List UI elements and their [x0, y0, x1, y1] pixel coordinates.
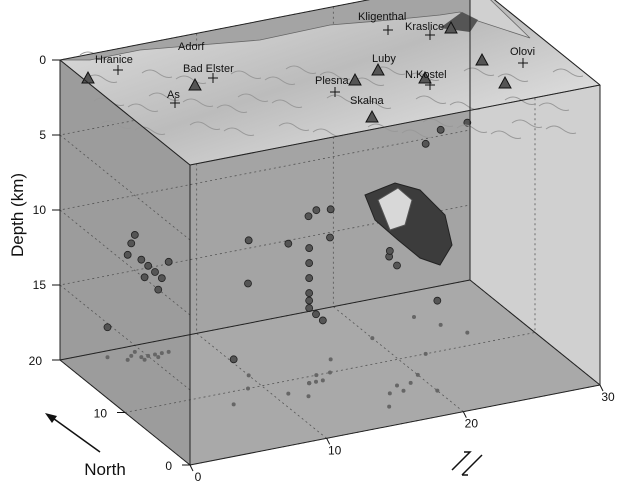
- floor-projection: [435, 389, 439, 393]
- floor-projection: [232, 402, 236, 406]
- place-name: Skalna: [350, 95, 385, 107]
- floor-projection: [370, 336, 374, 340]
- hypocenter: [394, 262, 401, 269]
- y-tick-label: 20: [29, 354, 43, 368]
- place-name: Kraslice: [405, 21, 444, 33]
- floor-projection: [387, 405, 391, 409]
- floor-projection: [424, 352, 428, 356]
- x-tick-label: 20: [465, 417, 479, 431]
- hypocenter: [319, 317, 326, 324]
- hypocenter: [434, 297, 441, 304]
- hypocenter: [131, 231, 138, 238]
- place-name: Adorf: [178, 41, 205, 53]
- floor-projection: [329, 357, 333, 361]
- y-tick-label: 0: [165, 459, 172, 473]
- z-axis-label: Depth (km): [8, 173, 27, 257]
- place-name: N.Kostel: [405, 69, 447, 81]
- floor-projection: [286, 392, 290, 396]
- floor-projection: [307, 394, 311, 398]
- place-name: Olovi: [510, 46, 535, 58]
- z-tick-label: 5: [39, 128, 46, 142]
- floor-projection: [416, 373, 420, 377]
- hypocenter: [152, 269, 159, 276]
- floor-projection: [388, 391, 392, 395]
- hypocenter: [386, 247, 393, 254]
- hypocenter: [245, 237, 252, 244]
- hypocenter: [165, 258, 172, 265]
- place-name: Hranice: [95, 54, 133, 66]
- floor-projection: [246, 387, 250, 391]
- x-tick-label: 10: [328, 443, 342, 457]
- place-name: Plesna: [315, 75, 350, 87]
- place-name: Luby: [372, 53, 396, 65]
- hypocenter: [422, 140, 429, 147]
- floor-projection: [314, 373, 318, 377]
- hypocenter: [158, 275, 165, 282]
- x-tick: [190, 465, 193, 471]
- floor-projection: [307, 381, 311, 385]
- hypocenter: [230, 356, 237, 363]
- z-tick-label: 10: [33, 203, 47, 217]
- floor-projection: [328, 371, 332, 375]
- hypocenter: [313, 311, 320, 318]
- floor-projection: [321, 378, 325, 382]
- hypocenter: [327, 234, 334, 241]
- north-arrow: [45, 413, 100, 452]
- floor-projection: [126, 358, 130, 362]
- hypocenter: [306, 260, 313, 267]
- north-label: North: [84, 460, 126, 479]
- hypocenter: [145, 262, 152, 269]
- hypocenter: [138, 256, 145, 263]
- hypocenter: [128, 240, 135, 247]
- floor-projection: [129, 354, 133, 358]
- floor-projection: [439, 323, 443, 327]
- place-name: Bad Elster: [183, 63, 234, 75]
- z-tick-label: 15: [33, 278, 47, 292]
- hypocenter: [306, 297, 313, 304]
- floor-projection: [143, 358, 147, 362]
- floor-projection: [146, 354, 150, 358]
- hypocenter: [437, 126, 444, 133]
- place-name: Kligenthal: [358, 11, 406, 23]
- y-tick-label: 10: [94, 407, 108, 421]
- hypocenter: [104, 324, 111, 331]
- x-tick-label: 0: [195, 470, 202, 484]
- hypocenter: [313, 207, 320, 214]
- floor-projection: [409, 381, 413, 385]
- floor-projection: [106, 355, 110, 359]
- chart: Hranice Adorf Bad Elster As KligenthalKrasli…: [0, 0, 619, 484]
- floor-projection: [153, 353, 157, 357]
- hypocenter: [124, 251, 131, 258]
- floor-projection: [314, 380, 318, 384]
- hypocenter: [285, 240, 292, 247]
- hypocenter: [155, 286, 162, 293]
- floor-projection: [160, 351, 164, 355]
- z-tick-label: 0: [39, 53, 46, 67]
- hypocenter: [306, 275, 313, 282]
- place-name: As: [167, 89, 180, 101]
- floor-projection: [133, 350, 137, 354]
- fault-symbol: [452, 452, 482, 475]
- hypocenter: [306, 290, 313, 297]
- floor-projection: [412, 315, 416, 319]
- floor-projection: [247, 373, 251, 377]
- floor-projection: [156, 355, 160, 359]
- x-tick-label: 30: [601, 390, 615, 404]
- hypocenter: [245, 280, 252, 287]
- floor-projection: [395, 384, 399, 388]
- hypocenter: [141, 274, 148, 281]
- hypocenter: [327, 206, 334, 213]
- floor-projection: [402, 389, 406, 393]
- floor-projection: [167, 350, 171, 354]
- floor-projection: [139, 355, 143, 359]
- hypocenter: [306, 245, 313, 252]
- hypocenter: [305, 213, 312, 220]
- floor-projection: [465, 331, 469, 335]
